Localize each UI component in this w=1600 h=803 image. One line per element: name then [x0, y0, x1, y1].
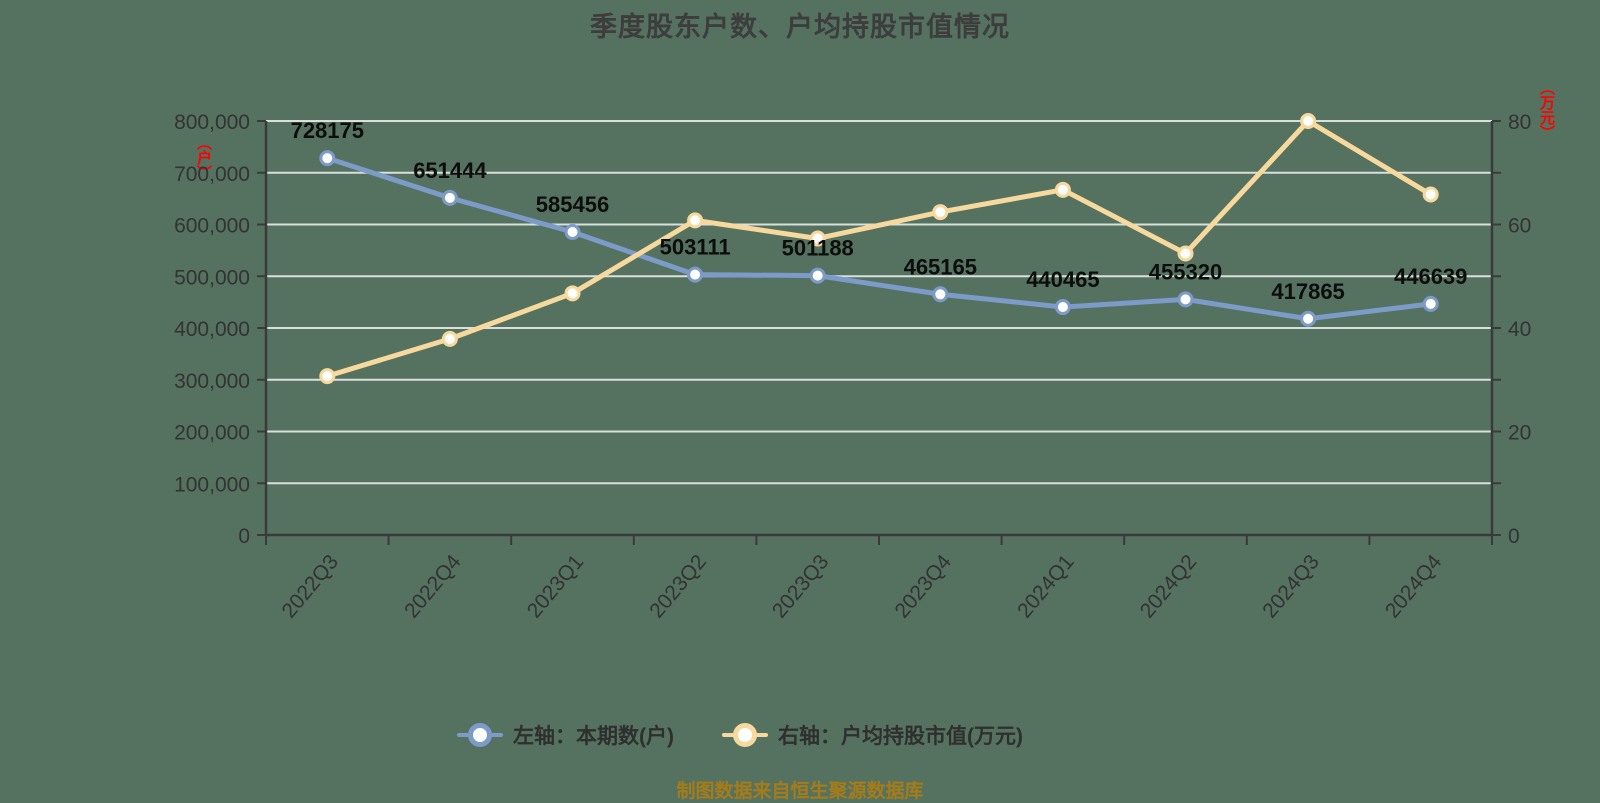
- x-axis-tick-label: 2022Q4: [400, 550, 466, 622]
- right-axis-tick-label: 0: [1508, 525, 1520, 548]
- legend-marker-yellow-icon: [722, 722, 768, 748]
- data-point-label: 417865: [1271, 279, 1344, 304]
- right-axis-unit-label: （万元）: [1538, 80, 1555, 140]
- data-point-marker[interactable]: [1422, 295, 1439, 312]
- data-point-label: 585456: [536, 192, 609, 217]
- series-line-yellow: [324, 118, 1434, 379]
- data-point-marker[interactable]: [1300, 113, 1317, 129]
- series-line-blue: [324, 155, 1434, 322]
- data-point-marker[interactable]: [441, 189, 458, 206]
- right-axis-tick-label: 80: [1508, 111, 1531, 134]
- x-axis-tick-label: 2024Q2: [1136, 550, 1202, 622]
- legend-dot-yellow: [733, 723, 757, 747]
- data-point-marker[interactable]: [687, 266, 704, 283]
- legend-item-shareholder-count[interactable]: 左轴：本期数(户): [457, 720, 674, 750]
- left-axis-tick-label: 500,000: [174, 266, 250, 289]
- data-point-marker[interactable]: [932, 286, 949, 303]
- x-axis-tick-label: 2023Q2: [645, 550, 711, 622]
- data-point-marker[interactable]: [319, 368, 336, 385]
- left-axis-tick-label: 200,000: [174, 422, 250, 445]
- legend-marker-blue-icon: [457, 722, 503, 748]
- legend-label-left-series: 左轴：本期数(户): [513, 725, 674, 748]
- x-axis-tick-label: 2023Q3: [768, 550, 834, 622]
- data-point-marker[interactable]: [1054, 181, 1071, 198]
- x-axis-tick-label: 2024Q1: [1013, 550, 1079, 622]
- data-point-marker[interactable]: [809, 230, 826, 247]
- x-axis-tick-label: 2022Q3: [277, 550, 343, 622]
- data-point-marker[interactable]: [687, 212, 704, 229]
- data-point-marker[interactable]: [809, 267, 826, 284]
- data-point-marker[interactable]: [564, 224, 581, 241]
- data-point-marker[interactable]: [1177, 291, 1194, 308]
- data-point-label: 446639: [1394, 264, 1467, 289]
- left-axis-tick-label: 0: [238, 525, 250, 548]
- left-axis-tick-label: 700,000: [174, 163, 250, 186]
- data-point-marker[interactable]: [1177, 245, 1194, 262]
- right-axis-tick-label: 40: [1508, 318, 1531, 341]
- left-axis-tick-label: 800,000: [174, 111, 250, 134]
- left-axis-unit-label: （户）: [195, 135, 212, 180]
- left-axis-tick-label: 100,000: [174, 473, 250, 496]
- legend-label-right-series: 右轴：户均持股市值(万元): [778, 725, 1023, 748]
- data-point-label: 440465: [1026, 267, 1099, 292]
- data-point-marker[interactable]: [319, 150, 336, 167]
- left-axis-tick-label: 400,000: [174, 318, 250, 341]
- data-point-label: 501188: [782, 236, 854, 261]
- data-point-label: 503111: [660, 235, 731, 260]
- data-point-label: 455320: [1149, 259, 1222, 284]
- data-point-marker[interactable]: [1054, 299, 1071, 316]
- legend: 左轴：本期数(户) 右轴：户均持股市值(万元): [0, 720, 1600, 750]
- legend-dot-blue: [468, 723, 492, 747]
- x-axis-tick-label: 2023Q4: [890, 550, 956, 622]
- left-axis-tick-label: 600,000: [174, 215, 250, 238]
- data-point-marker[interactable]: [441, 330, 458, 347]
- data-point-label: 465165: [904, 254, 977, 279]
- x-axis-tick-label: 2024Q4: [1381, 550, 1447, 622]
- data-source-caption: 制图数据来自恒生聚源数据库: [676, 781, 924, 802]
- left-axis-tick-label: 300,000: [174, 370, 250, 393]
- data-point-label: 728175: [291, 118, 364, 143]
- x-axis-tick-label: 2023Q1: [523, 550, 589, 622]
- right-axis-tick-label: 60: [1508, 215, 1531, 238]
- data-point-marker[interactable]: [1300, 310, 1317, 327]
- data-point-label: 651444: [413, 158, 487, 183]
- chart-title: 季度股东户数、户均持股市值情况: [590, 12, 1010, 42]
- data-point-marker[interactable]: [564, 285, 581, 302]
- data-point-marker[interactable]: [1422, 186, 1439, 203]
- x-axis-tick-label: 2024Q3: [1258, 550, 1324, 622]
- legend-item-avg-holding-value[interactable]: 右轴：户均持股市值(万元): [722, 720, 1023, 750]
- right-axis-tick-label: 20: [1508, 422, 1531, 445]
- data-point-marker[interactable]: [932, 204, 949, 221]
